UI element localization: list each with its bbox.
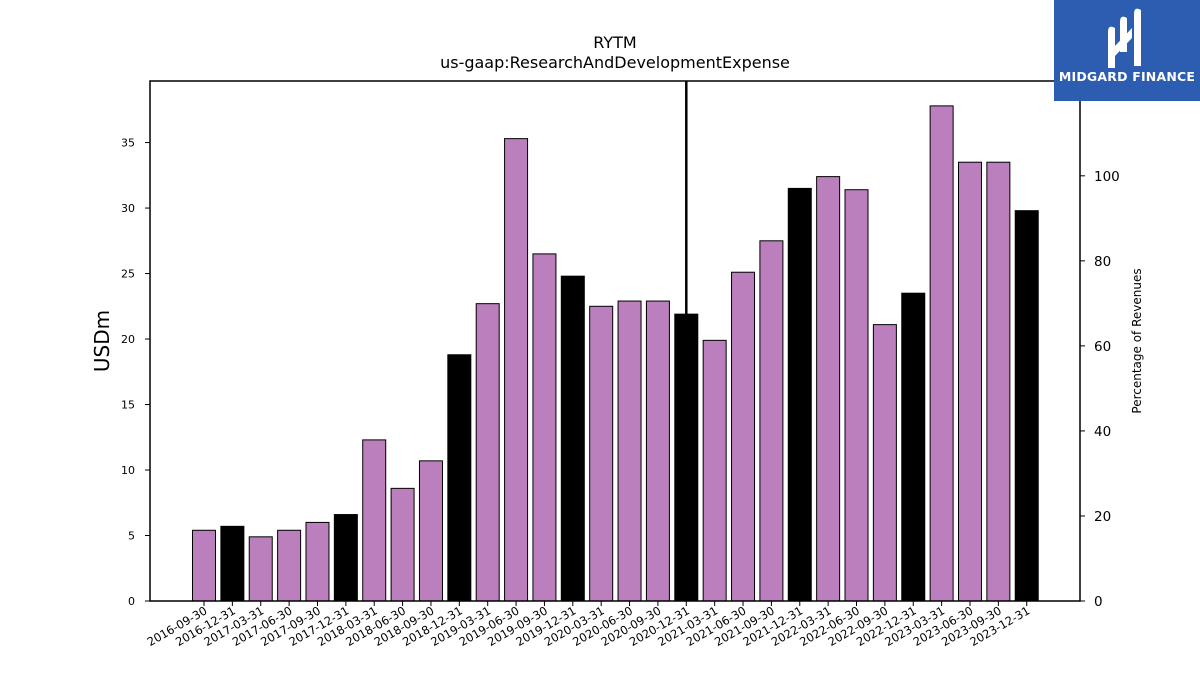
y-tick-label-15: 15 [121,399,135,412]
y-tick-label-35: 35 [121,137,135,150]
bar-2021-06-30 [731,271,756,602]
bar-2020-09-30 [645,300,670,602]
bar-2019-12-31 [560,275,585,602]
bar-2018-09-30 [418,460,443,602]
y-tick-label-25: 25 [121,268,135,281]
bar-2023-09-30 [986,161,1011,602]
midgard-finance-logo: MIDGARD FINANCE [1054,0,1200,101]
y2-axis: 0 20 40 60 80 100 [1080,169,1120,610]
bar-2019-09-30 [532,253,557,602]
y-tick-label-20: 20 [121,333,135,346]
y2-tick-label-60: 60 [1094,339,1111,355]
y-tick-label-0: 0 [128,595,135,608]
bar-2018-12-31 [447,354,472,602]
logo-text: MIDGARD FINANCE [1058,69,1196,84]
y2-tick-label-80: 80 [1094,254,1111,270]
y-axis: 0 5 10 15 20 25 30 35 [121,137,150,608]
bar-2020-06-30 [617,300,642,602]
bar-2017-03-31 [248,536,273,602]
bar-2021-03-31 [702,339,727,602]
bar-2021-09-30 [759,240,784,602]
bar-2020-03-31 [589,305,614,602]
chart-title: RYTM [593,33,636,52]
bar-2023-12-31 [1014,210,1039,602]
bar-2016-12-31 [220,525,245,602]
bar-2022-09-30 [872,324,897,602]
y-tick-label-10: 10 [121,464,135,477]
bar-2023-03-31 [929,105,954,602]
bar-2018-06-30 [390,487,415,602]
y-axis-label: USDm [90,310,114,372]
bar-2017-09-30 [305,521,330,602]
bar-2017-12-31 [333,514,358,602]
chart-subtitle: us-gaap:ResearchAndDevelopmentExpense [440,53,790,72]
y2-tick-label-40: 40 [1094,424,1111,440]
y-tick-label-5: 5 [128,530,135,543]
bar-2020-12-31 [674,313,699,602]
plot-frame [149,80,1081,602]
bar-2022-06-30 [844,189,869,602]
bar-2016-09-30 [192,529,216,602]
y2-axis-label: Percentage of Revenues [1130,268,1144,413]
bar-2022-12-31 [901,292,926,602]
bar-2019-06-30 [504,138,529,602]
bar-2017-06-30 [277,529,302,602]
bar-2022-03-31 [816,176,841,602]
y-tick-label-30: 30 [121,202,135,215]
bar-2021-12-31 [787,187,812,602]
y2-tick-label-100: 100 [1094,169,1120,185]
y2-tick-label-20: 20 [1094,509,1111,525]
y2-tick-label-0: 0 [1094,594,1103,610]
bars-group [192,105,1039,602]
bar-2023-06-30 [957,161,982,602]
bar-2018-03-31 [362,439,387,602]
midgard-logo-icon [1108,8,1141,68]
x-axis: 2016-09-302016-12-312017-03-312017-06-30… [145,601,1032,649]
bar-2019-03-31 [475,303,500,602]
